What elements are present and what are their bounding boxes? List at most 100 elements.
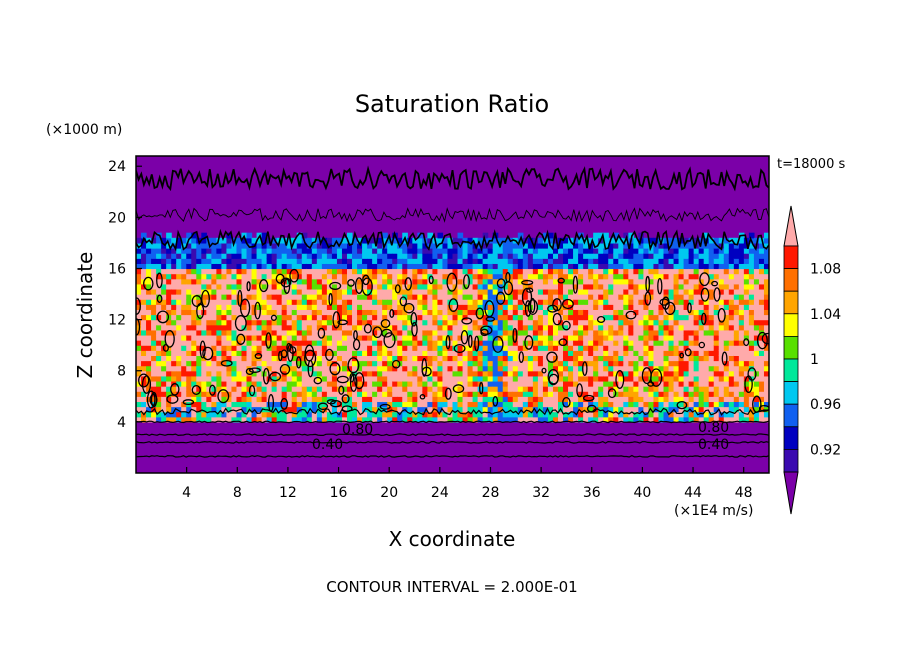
field-cell [256, 375, 263, 382]
field-cell [718, 365, 725, 372]
field-cell [246, 288, 253, 295]
field-cell [542, 360, 549, 367]
field-cell [226, 375, 233, 382]
field-cell [156, 329, 162, 336]
field-cell [341, 365, 348, 372]
field-cell [593, 273, 599, 280]
field-cell [161, 253, 167, 259]
field-cell [181, 278, 187, 285]
field-cell [643, 350, 650, 356]
field-cell [281, 263, 288, 270]
field-cell [161, 411, 167, 418]
field-cell [422, 416, 428, 423]
field-cell [296, 294, 303, 300]
field-cell [547, 340, 554, 346]
field-cell [231, 370, 238, 377]
field-cell [738, 334, 745, 341]
field-cell [593, 350, 599, 356]
field-cell [377, 375, 383, 382]
field-cell [452, 411, 459, 418]
field-cell [271, 278, 278, 285]
field-cell [673, 416, 680, 423]
field-cell [628, 294, 634, 300]
field-cell [658, 334, 665, 341]
field-cell [271, 283, 278, 290]
field-cell [512, 324, 519, 331]
field-cell [186, 299, 192, 305]
field-cell [136, 365, 142, 372]
contour-loop [380, 318, 391, 329]
field-cell [432, 375, 439, 382]
field-cell [748, 232, 755, 239]
field-cell [196, 340, 202, 346]
field-cell [286, 309, 293, 316]
field-cell [316, 242, 323, 249]
field-cell [663, 248, 670, 254]
field-cell [522, 273, 529, 280]
field-cell [397, 268, 403, 275]
field-cell [347, 370, 353, 377]
field-cell [507, 309, 514, 316]
field-cell [221, 334, 228, 341]
field-cell [558, 365, 564, 372]
field-cell [176, 278, 182, 285]
field-cell [156, 253, 162, 259]
field-cell [276, 416, 283, 423]
field-cell [382, 258, 388, 264]
contour-loop [354, 277, 364, 294]
field-cell [437, 299, 444, 305]
field-cell [331, 283, 338, 290]
field-cell [377, 294, 383, 300]
field-cell [573, 406, 579, 413]
field-cell [271, 242, 278, 249]
field-cell [733, 396, 740, 403]
field-cell [447, 263, 454, 270]
field-cell [648, 386, 655, 392]
field-cell [226, 263, 233, 270]
field-cell [683, 355, 690, 362]
field-cell [603, 237, 609, 244]
field-cell [693, 365, 700, 372]
field-cell [457, 365, 464, 372]
field-cell [256, 242, 263, 249]
field-cell [181, 329, 187, 336]
field-cell [161, 386, 167, 392]
field-cell [693, 406, 700, 413]
field-cell [362, 345, 368, 351]
field-cell [713, 273, 720, 280]
field-cell [347, 263, 353, 270]
field-cell [397, 324, 403, 331]
field-cell [291, 248, 298, 254]
field-cell [276, 283, 283, 290]
field-cell [537, 294, 544, 300]
field-cell [552, 237, 559, 244]
field-cell [271, 406, 278, 413]
field-cell [316, 370, 323, 377]
field-cell [678, 314, 685, 321]
field-cell [407, 380, 413, 387]
field-cell [221, 345, 228, 351]
contour-loop [527, 299, 539, 315]
field-cell [588, 334, 594, 341]
field-cell [593, 294, 599, 300]
field-cell [482, 386, 489, 392]
field-cell [176, 304, 182, 310]
field-cell [693, 360, 700, 367]
field-cell [166, 411, 172, 418]
field-cell [703, 304, 710, 310]
field-cell [693, 340, 700, 346]
field-cell [527, 401, 534, 408]
field-cell [603, 309, 609, 316]
field-cell [487, 248, 494, 254]
field-cell [563, 304, 569, 310]
field-cell [216, 294, 222, 300]
field-cell [397, 309, 403, 316]
field-cell [758, 360, 765, 367]
field-cell [663, 329, 670, 336]
field-cell [362, 416, 368, 423]
field-cell [236, 288, 243, 295]
field-cell [266, 340, 273, 346]
field-cell [352, 263, 358, 270]
field-cell [573, 350, 579, 356]
field-cell [321, 309, 328, 316]
